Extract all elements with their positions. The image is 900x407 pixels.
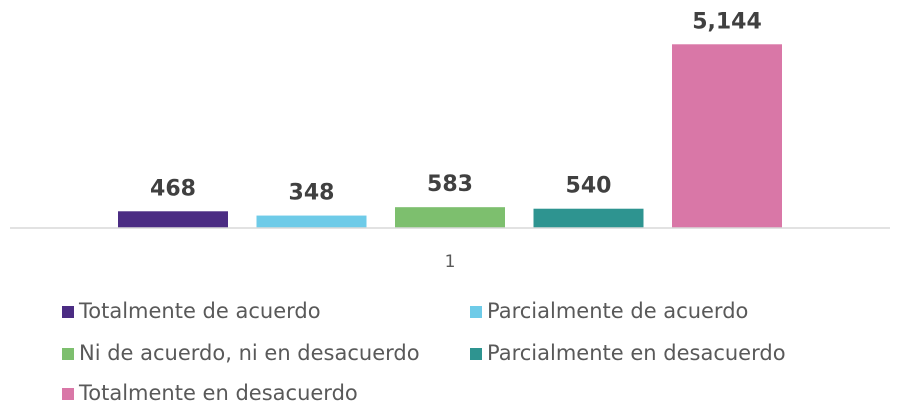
legend-swatch [470,348,482,360]
legend-swatch [470,306,482,318]
x-tick-label: 1 [445,252,456,272]
bar [256,215,367,228]
bar [533,208,644,228]
data-label: 5,144 [692,9,762,34]
legend-swatch [62,348,74,360]
data-label: 348 [289,181,335,206]
legend-label: Totalmente en desacuerdo [78,381,358,405]
legend-label: Totalmente de acuerdo [78,299,321,323]
legend-swatch [62,388,74,400]
legend-label: Ni de acuerdo, ni en desacuerdo [79,341,420,365]
legend-label: Parcialmente en desacuerdo [487,341,786,365]
bar [672,44,782,229]
bar [118,211,228,228]
data-label: 468 [150,176,196,201]
data-label: 583 [427,172,473,197]
data-label: 540 [566,174,612,199]
bar [395,207,505,228]
legend-label: Parcialmente de acuerdo [487,299,748,323]
legend-swatch [62,306,74,318]
